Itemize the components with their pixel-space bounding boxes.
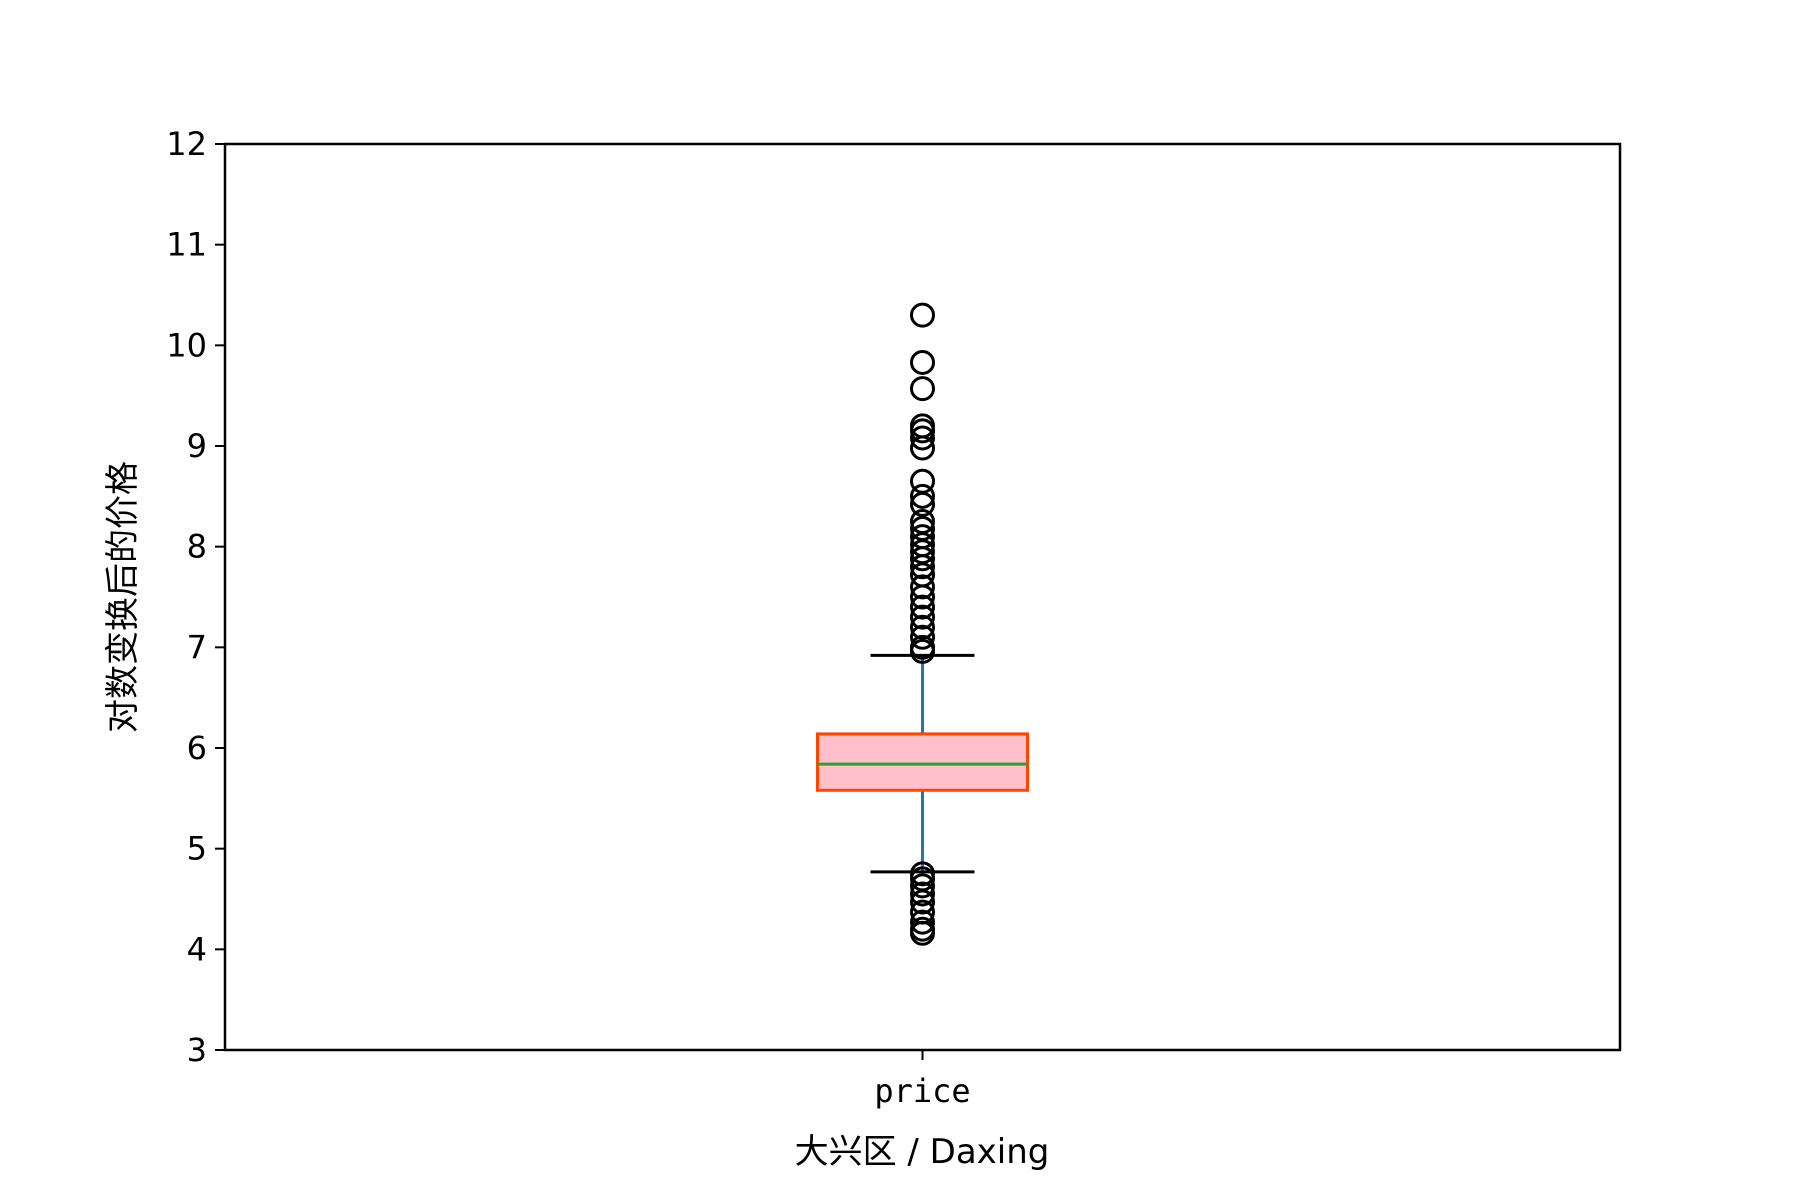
y-axis-title: 对数变换后的价格 bbox=[103, 461, 143, 733]
y-tick-label: 3 bbox=[187, 1031, 207, 1069]
y-tick-label: 5 bbox=[187, 830, 207, 868]
outlier-point bbox=[910, 302, 935, 328]
outlier-point bbox=[910, 909, 935, 935]
outlier-point bbox=[910, 873, 935, 899]
outlier-point bbox=[910, 604, 935, 630]
x-axis-title: 大兴区 / Daxing bbox=[795, 1132, 1050, 1172]
y-tick-label: 10 bbox=[166, 326, 207, 364]
outlier-point bbox=[910, 491, 935, 517]
y-tick-label: 6 bbox=[187, 729, 207, 767]
outlier-point bbox=[910, 546, 935, 572]
outlier-point bbox=[910, 435, 935, 461]
y-tick-label: 12 bbox=[166, 125, 207, 163]
outlier-point bbox=[910, 594, 935, 620]
plot-area bbox=[816, 302, 1029, 946]
outlier-point bbox=[910, 638, 935, 664]
box-price bbox=[816, 302, 1029, 946]
outlier-point bbox=[910, 889, 935, 915]
outlier-point bbox=[910, 349, 935, 375]
outlier-point bbox=[910, 920, 935, 946]
iqr-box bbox=[816, 732, 1029, 792]
y-tick-label: 7 bbox=[187, 628, 207, 666]
outlier-point bbox=[910, 483, 935, 509]
y-tick-label: 4 bbox=[187, 930, 207, 968]
outlier-point bbox=[910, 881, 935, 907]
outlier-point bbox=[910, 574, 935, 600]
outlier-point bbox=[910, 554, 935, 580]
x-tick-label: price bbox=[874, 1072, 970, 1110]
y-tick-label: 9 bbox=[187, 427, 207, 465]
outlier-point bbox=[910, 584, 935, 610]
outlier-point bbox=[910, 425, 935, 451]
outlier-point bbox=[910, 376, 935, 402]
y-axis: 3 4 5 6 7 8 9 10 11 12 bbox=[166, 125, 225, 1069]
x-axis: price bbox=[874, 1050, 971, 1110]
y-tick-label: 8 bbox=[187, 528, 207, 566]
outlier-point bbox=[910, 418, 935, 444]
y-tick-label: 11 bbox=[166, 226, 207, 264]
outlier-point bbox=[910, 614, 935, 640]
outlier-point bbox=[910, 624, 935, 650]
